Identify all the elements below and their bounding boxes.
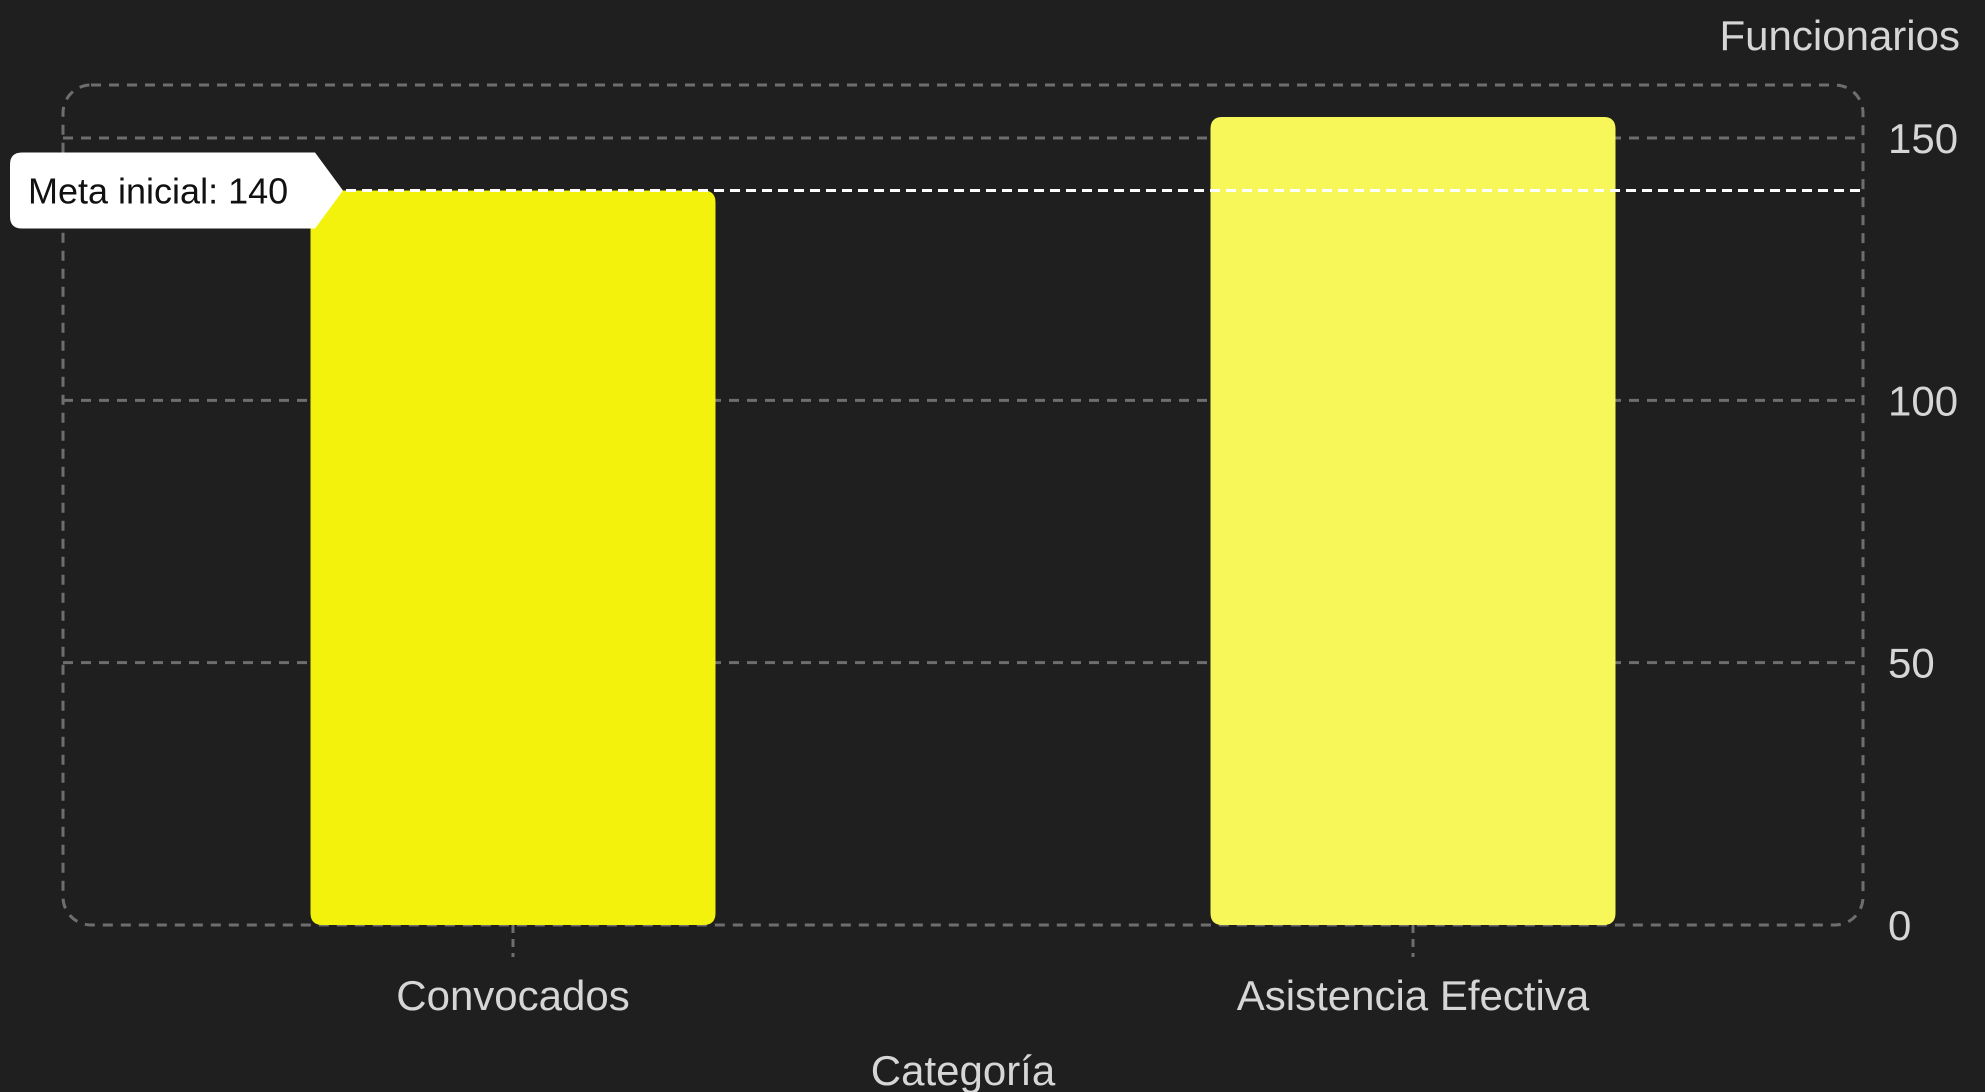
plot-frame bbox=[61, 83, 1865, 927]
y-tick-label: 150 bbox=[1888, 115, 1958, 162]
x-axis-title: Categoría bbox=[871, 1047, 1056, 1092]
bar-asistencia-efectiva[interactable] bbox=[1210, 117, 1616, 926]
reference-line-label: Meta inicial: 140 bbox=[28, 170, 288, 211]
x-tick-label: Asistencia Efectiva bbox=[1237, 972, 1590, 1019]
x-tick-label: Convocados bbox=[396, 972, 629, 1019]
bars-layer bbox=[310, 117, 1616, 926]
y-tick-label: 0 bbox=[1888, 902, 1911, 949]
bar-convocados[interactable] bbox=[310, 190, 716, 925]
y-axis-title: Funcionarios bbox=[1720, 12, 1960, 59]
y-tick-label: 100 bbox=[1888, 377, 1958, 424]
reference-label-badge bbox=[10, 152, 343, 229]
ticks-layer: 0 50 100 150 Convocados Asistencia Efectiva bbox=[396, 115, 1958, 1019]
y-tick-label: 50 bbox=[1888, 640, 1935, 687]
reference-line-layer: Meta inicial: 140 bbox=[10, 152, 1860, 229]
